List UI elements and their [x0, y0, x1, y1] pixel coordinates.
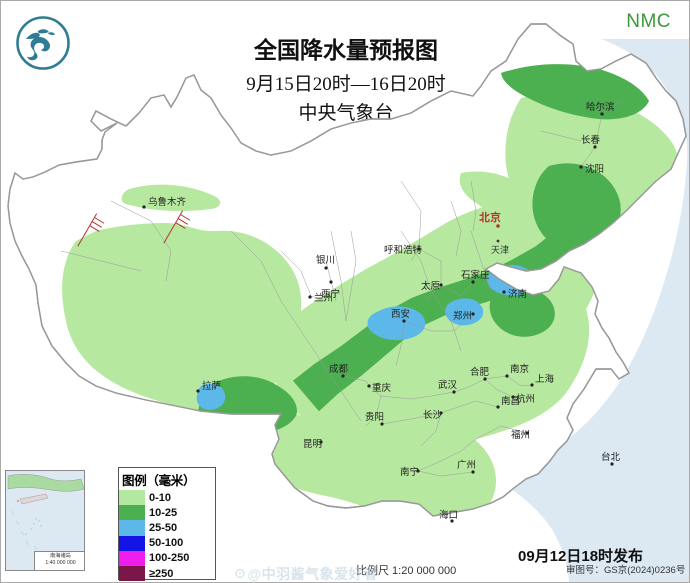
svg-text:贵阳: 贵阳: [365, 411, 384, 423]
svg-text:福州: 福州: [511, 429, 530, 441]
svg-text:广州: 广州: [457, 459, 476, 471]
svg-text:南宁: 南宁: [400, 466, 419, 478]
svg-text:郑州: 郑州: [453, 310, 472, 322]
svg-text:拉萨: 拉萨: [202, 380, 222, 392]
svg-text:台北: 台北: [601, 451, 621, 463]
svg-text:太原: 太原: [421, 280, 440, 292]
svg-text:杭州: 杭州: [516, 393, 535, 405]
svg-text:呼和浩特: 呼和浩特: [384, 244, 423, 256]
svg-text:天津: 天津: [491, 245, 509, 255]
svg-text:哈尔滨: 哈尔滨: [586, 101, 615, 113]
svg-text:重庆: 重庆: [372, 382, 392, 394]
svg-text:成都: 成都: [329, 363, 349, 375]
svg-text:银川: 银川: [316, 254, 335, 266]
svg-text:乌鲁木齐: 乌鲁木齐: [148, 196, 187, 208]
svg-text:南京: 南京: [510, 363, 529, 375]
svg-text:长沙: 长沙: [423, 409, 443, 421]
svg-text:昆明: 昆明: [303, 439, 322, 450]
svg-text:石家庄: 石家庄: [461, 269, 490, 281]
svg-text:济南: 济南: [508, 288, 527, 300]
svg-text:海口: 海口: [439, 509, 458, 521]
svg-text:北京: 北京: [479, 210, 501, 224]
svg-text:西安: 西安: [391, 308, 410, 320]
svg-text:合肥: 合肥: [470, 366, 490, 378]
svg-text:兰州: 兰州: [314, 292, 333, 304]
svg-text:长春: 长春: [581, 134, 601, 146]
svg-text:上海: 上海: [535, 373, 555, 385]
svg-text:沈阳: 沈阳: [585, 163, 604, 175]
svg-text:武汉: 武汉: [438, 379, 458, 391]
